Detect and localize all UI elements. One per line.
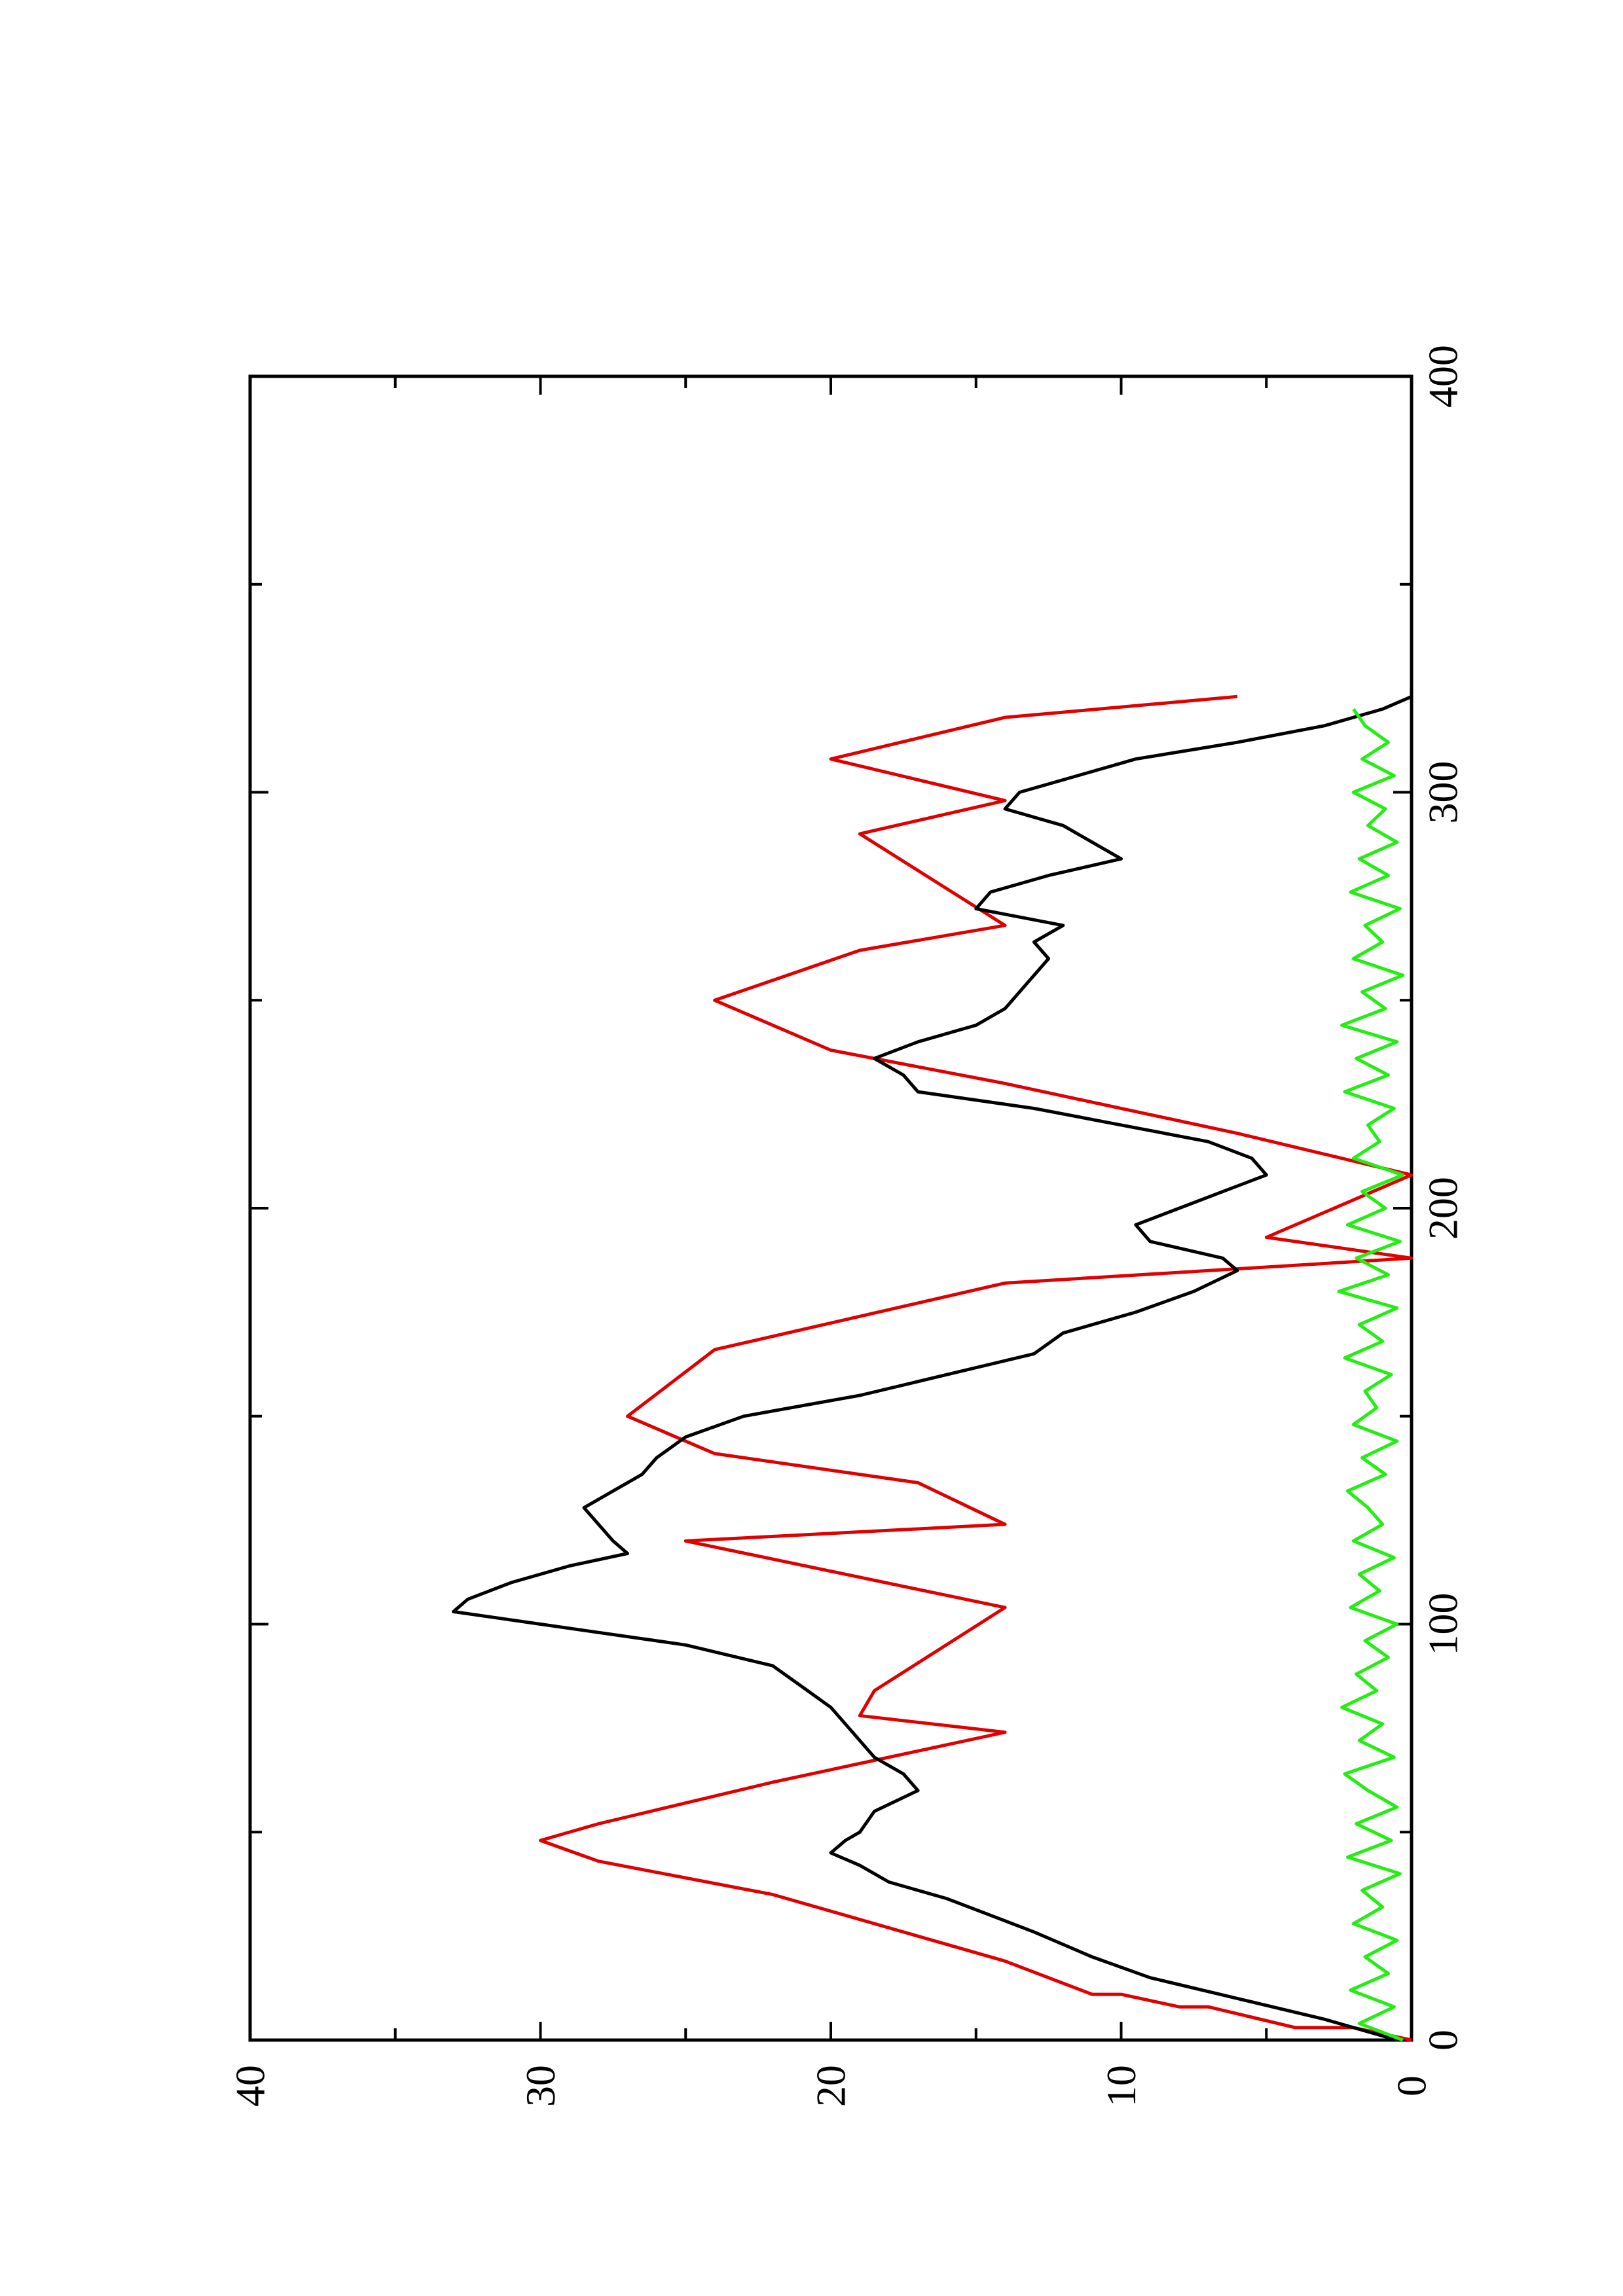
y-tick-label: 20 — [808, 2065, 854, 2107]
series-line-1 — [539, 694, 1413, 2042]
y-tick-label: 40 — [227, 2065, 274, 2107]
y-tick-label: 10 — [1098, 2065, 1144, 2107]
x-tick-label: 400 — [1420, 345, 1467, 408]
tick-labels: 0 100 200 300 400 0 10 20 30 40 — [227, 345, 1467, 2107]
y-tick-label: 0 — [1389, 2075, 1435, 2096]
series-line-2 — [452, 695, 1412, 2042]
x-tick-label: 100 — [1420, 1593, 1467, 1656]
x-tick-label: 200 — [1420, 1177, 1467, 1240]
x-tick-label: 0 — [1420, 2030, 1467, 2051]
x-tick-label: 300 — [1420, 761, 1467, 824]
chart-series — [452, 694, 1413, 2042]
y-tick-label: 30 — [517, 2065, 564, 2107]
series-line-3 — [1337, 708, 1405, 2042]
plot-frame — [248, 374, 1413, 2042]
axis-ticks — [249, 375, 1413, 2041]
